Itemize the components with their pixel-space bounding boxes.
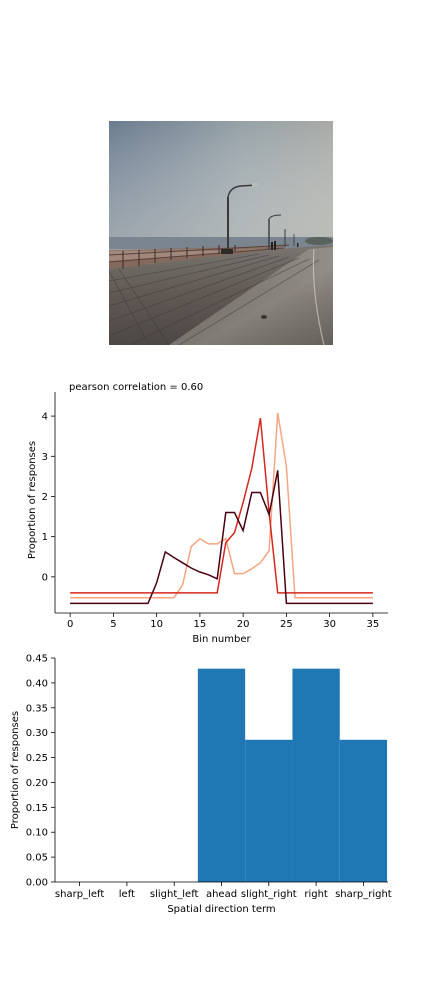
bar-chart-y-tick-label: 0.30 [26,728,48,739]
line-chart-y-tick-label: 1 [42,532,48,543]
bar-slight_right [245,739,293,882]
line-chart-x-tick-label: 15 [194,619,207,630]
bar-chart-y-tick-label: 0.15 [26,803,48,814]
bar-chart-y-tick-label: 0.25 [26,753,48,764]
line-chart-x-tick-label: 35 [366,619,379,630]
bar-chart-x-tick-label: slight_right [241,889,297,900]
line-chart-x-tick-label: 5 [110,619,116,630]
bar-chart-y-tick-label: 0.00 [26,878,48,889]
line-chart-xlabel: Bin number [192,634,251,645]
line-chart-x-tick-label: 0 [67,619,73,630]
bar-sharp_right [339,739,388,882]
bar-ahead [197,668,246,882]
bar-chart-y-tick-label: 0.35 [26,703,48,714]
bar-right [292,668,340,882]
boardwalk-photo [109,121,333,345]
bar-chart: 0.00 0.05 0.10 0.15 0.20 0.25 0.30 0.35 0.40 0.45… [10,654,392,916]
line-chart-y-tick-label: 2 [42,492,48,503]
bar-chart-x-tick-label: right [304,889,328,900]
bar-chart-y-tick-label: 0.40 [26,678,48,689]
line-chart-y-tick-label: 0 [42,572,48,583]
bar-chart-x-tick-label: slight_left [150,889,199,900]
line-chart-x-tick-label: 20 [237,619,250,630]
bar-chart-y-tick-label: 0.05 [26,853,48,864]
line-chart-series-2 [70,417,373,594]
bar-chart-ylabel: Proportion of responses [10,711,21,829]
bar-chart-xlabel: Spatial direction term [167,904,275,915]
line-chart-series-3 [70,470,373,605]
line-chart-title: pearson correlation = 0.60 [69,382,203,393]
line-chart-ylabel: Proportion of responses [27,441,38,559]
line-chart: pearson correlation = 0.60 0 5 10 15 20 25 30 3… [27,382,388,645]
line-chart-y-tick-label: 3 [42,452,48,463]
line-chart-x-tick-label: 30 [323,619,336,630]
bar-chart-x-tick-label: sharp_left [55,889,104,900]
line-chart-y-tick-label: 4 [42,412,48,423]
bar-chart-y-tick-label: 0.20 [26,778,48,789]
bar-chart-x-tick-label: left [119,889,135,900]
bar-chart-x-tick-label: sharp_right [335,889,392,900]
bar-chart-x-tick-label: ahead [206,889,237,900]
bar-chart-y-tick-label: 0.10 [26,828,48,839]
bar-chart-y-tick-label: 0.45 [26,654,48,665]
line-chart-x-tick-label: 10 [150,619,163,630]
line-chart-x-tick-label: 25 [280,619,293,630]
line-chart-series-1 [70,412,373,599]
